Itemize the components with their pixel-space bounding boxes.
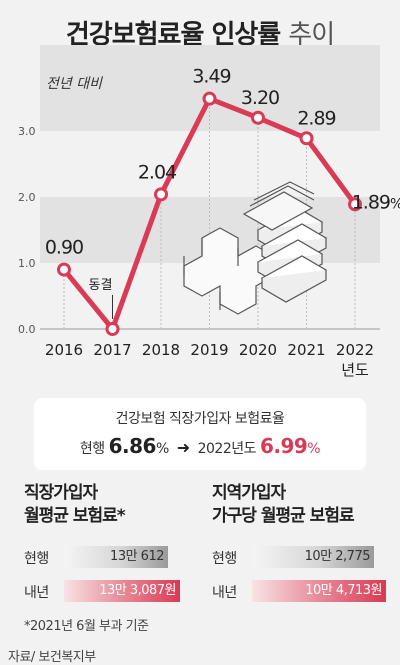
data-label-suffix: %: [390, 196, 400, 212]
current-rate: 6.86: [108, 434, 157, 458]
regional-current-bar: 10만 2,775: [252, 546, 374, 568]
arrow-right-icon: ➜: [176, 438, 190, 457]
summary-title: 건강보험 직장가입자 보험료율: [115, 411, 285, 427]
x-tick-label: 2019: [190, 341, 228, 359]
regional-heading: 지역가입자 가구당 월평균 보험료: [212, 482, 355, 528]
regional-next-label: 내년: [212, 585, 237, 601]
x-tick-label: 2021: [287, 341, 325, 359]
current-pct: %: [155, 441, 169, 457]
data-point: [348, 197, 362, 212]
regional-next-bar: 10만 4,713원: [252, 580, 386, 602]
banknote-stack-icon: [242, 181, 328, 303]
employee-current-bar: 13만 612: [64, 546, 168, 568]
employee-heading: 직장가입자 월평균 보험료*: [24, 482, 126, 528]
data-point: [105, 322, 120, 336]
x-tick-label: 2016: [45, 341, 83, 359]
y-tick-label: 2.0: [18, 191, 36, 204]
data-point: [154, 187, 168, 202]
data-point: [57, 262, 71, 277]
summary-rates: 현행 6.86% ➜ 2022년도 6.99%: [34, 434, 366, 458]
source: 자료/ 보건복지부: [8, 650, 96, 665]
medical-cross-icon: [183, 227, 275, 315]
footnote: *2021년 6월 부과 기준: [24, 619, 149, 634]
data-points: [57, 91, 362, 336]
rate-summary-box: 건강보험 직장가입자 보험료율 현행 6.86% ➜ 2022년도 6.99%: [34, 398, 366, 470]
next-rate: 6.99: [259, 434, 308, 458]
data-point: [251, 110, 265, 125]
grid-band: [40, 45, 380, 65]
unit-label: 전년 대비: [46, 76, 103, 92]
x-tick-label: 2017: [93, 341, 131, 359]
current-label: 현행: [79, 441, 105, 457]
data-label: 3.20: [241, 87, 279, 109]
employee-heading-line2: 월평균 보험료*: [24, 506, 126, 526]
annotation-text: 동결: [89, 278, 113, 293]
data-label: 1.89%: [352, 191, 400, 213]
x-guides: [63, 98, 356, 329]
x-tick-label: 2018: [142, 341, 180, 359]
y-tick-label: 0.0: [18, 323, 36, 336]
data-labels: 0.90 2.04 3.49 3.20 2.89 1.89%: [45, 66, 400, 259]
x-axis-suffix: 년도: [341, 361, 369, 379]
x-axis-labels: 2016 2017 2018 2019 2020 2021 2022 년도: [45, 341, 374, 379]
next-pct: %: [307, 441, 321, 457]
regional-heading-line1: 지역가입자: [212, 483, 286, 503]
employee-heading-line1: 직장가입자: [24, 483, 98, 503]
employee-next-bar: 13만 3,087원: [64, 580, 180, 602]
data-label: 3.49: [192, 66, 230, 88]
grid-bands: [40, 45, 380, 330]
y-axis-ticks: 0.0 1.0 2.0 3.0: [18, 125, 36, 336]
y-tick-label: 1.0: [18, 257, 36, 270]
regional-current-label: 현행: [212, 551, 237, 567]
data-point: [202, 91, 217, 106]
line-chart: 0.0 1.0 2.0 3.0 전년 대비 0.90 2.04 3.49 3.20 2.89 1…: [18, 45, 400, 379]
employee-current-label: 현행: [24, 551, 49, 567]
x-tick-label: 2022: [336, 341, 374, 359]
employee-next-label: 내년: [24, 585, 49, 601]
annotation: 동결: [89, 278, 113, 319]
data-label: 2.04: [138, 161, 177, 183]
data-label: 2.89: [297, 107, 335, 129]
data-point: [299, 131, 314, 146]
next-label: 2022년도: [197, 441, 257, 457]
health-money-illustration: [183, 181, 328, 315]
data-label: 0.90: [45, 237, 83, 259]
regional-heading-line2: 가구당 월평균 보험료: [212, 506, 355, 526]
x-tick-label: 2020: [239, 341, 277, 359]
y-tick-label: 3.0: [18, 125, 36, 138]
